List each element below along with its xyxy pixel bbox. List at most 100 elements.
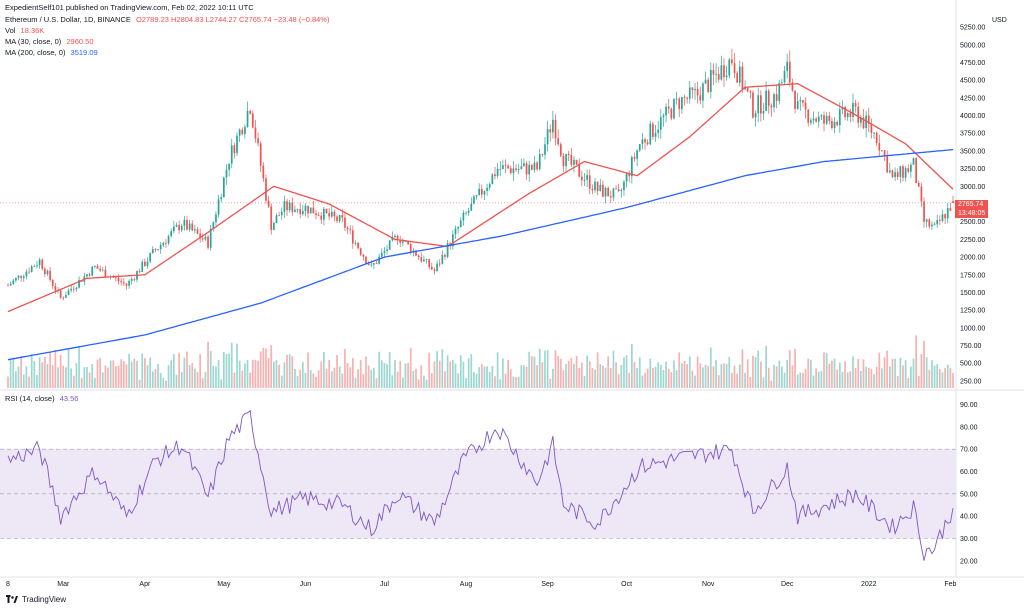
- volume-bar: [636, 368, 638, 388]
- volume-bar: [351, 358, 354, 388]
- candle-body: [317, 215, 320, 216]
- candle-body: [591, 188, 594, 191]
- volume-bar: [96, 359, 99, 388]
- published-line: ExpedientSelf101 published on TradingVie…: [5, 3, 257, 13]
- volume-bar: [552, 368, 554, 388]
- volume-bar: [122, 361, 125, 388]
- candle-body: [330, 211, 333, 217]
- price-tick-label: 1250.00: [960, 308, 985, 315]
- volume-bar: [373, 367, 375, 388]
- candle-body: [762, 111, 765, 114]
- candle-body: [151, 249, 154, 254]
- volume-bar: [896, 376, 899, 388]
- candle-body: [49, 270, 51, 280]
- volume-bar: [720, 364, 723, 388]
- volume-bar: [749, 377, 752, 388]
- candle-body: [154, 249, 157, 251]
- candle-body: [628, 173, 631, 177]
- volume-bar: [852, 356, 854, 388]
- candle-body: [220, 197, 223, 200]
- candle-body: [265, 178, 267, 201]
- ma200-line[interactable]: MA (200, close, 0) 3519.09: [5, 48, 101, 58]
- candle-body: [215, 214, 217, 223]
- volume-bar: [628, 372, 631, 388]
- volume-bar: [299, 369, 302, 388]
- rsi-line: [7, 409, 954, 561]
- volume-bar: [399, 360, 402, 388]
- candle-body: [438, 263, 441, 265]
- volume-bar: [557, 355, 560, 388]
- volume-bar: [43, 356, 46, 388]
- volume-bar: [910, 366, 912, 388]
- candle-body: [928, 219, 931, 227]
- volume-bar: [499, 379, 502, 388]
- candle-body: [309, 207, 312, 214]
- volume-bar: [833, 358, 836, 388]
- ma30-line[interactable]: MA (30, close, 0) 2960.50: [5, 37, 97, 47]
- volume-bar: [812, 375, 815, 388]
- price-tick-label: 5000.00: [960, 42, 985, 49]
- candle-body: [770, 105, 773, 108]
- volume-bar: [307, 352, 309, 388]
- candle-body: [212, 222, 215, 229]
- volume-bar: [283, 362, 286, 388]
- candle-body: [578, 164, 581, 177]
- candle-body: [125, 283, 128, 286]
- volume-bar: [757, 350, 760, 388]
- candle-body: [659, 117, 662, 130]
- rsi-line[interactable]: RSI (14, close) 43.56: [5, 394, 81, 404]
- volume-bar: [54, 349, 57, 388]
- volume-bar: [815, 368, 817, 388]
- volume-bar: [899, 357, 902, 388]
- candle-body: [638, 144, 641, 151]
- candle-body: [167, 236, 170, 244]
- volume-bar: [317, 370, 320, 388]
- volume-bar: [273, 361, 275, 388]
- volume-bar: [462, 361, 465, 388]
- candle-body: [159, 245, 162, 250]
- candle-body: [507, 165, 509, 169]
- candle-body: [752, 92, 754, 118]
- candle-body: [420, 257, 423, 262]
- volume-bar: [725, 363, 728, 388]
- volume-bar: [165, 380, 167, 388]
- candle-body: [857, 106, 860, 123]
- volume-bar: [144, 357, 146, 388]
- candle-body: [915, 158, 918, 184]
- candle-body: [101, 269, 104, 271]
- volume-bar: [233, 372, 236, 388]
- candle-body: [720, 65, 723, 80]
- volume-bar: [849, 371, 852, 388]
- volume-bar: [304, 372, 307, 388]
- candle-body: [133, 278, 136, 280]
- candle-body: [509, 168, 512, 174]
- candle-body: [228, 163, 230, 170]
- vol-line[interactable]: Vol 18.36K: [5, 26, 47, 36]
- price-tick-label: 3000.00: [960, 184, 985, 191]
- candle-body: [559, 144, 562, 156]
- volume-bar: [238, 360, 241, 388]
- volume-bar: [386, 364, 388, 388]
- volume-bar: [278, 364, 280, 388]
- candle-body: [533, 162, 536, 170]
- volume-bar: [586, 355, 588, 388]
- candle-body: [270, 206, 273, 231]
- candle-body: [28, 271, 30, 273]
- volume-bar: [862, 359, 865, 388]
- volume-bar: [78, 347, 80, 388]
- volume-bar: [38, 357, 41, 388]
- footer[interactable]: TradingView: [6, 595, 66, 604]
- candle-body: [94, 265, 96, 267]
- time-tick-label: May: [217, 581, 231, 588]
- volume-bar: [338, 366, 341, 388]
- candle-body: [486, 187, 488, 191]
- volume-bar: [320, 361, 323, 388]
- candle-body: [452, 234, 454, 247]
- volume-bar: [775, 366, 778, 388]
- candle-body: [691, 87, 694, 91]
- candle-body: [596, 181, 599, 192]
- candle-body: [781, 82, 783, 84]
- volume-bar: [941, 372, 944, 388]
- candle-body: [623, 181, 625, 191]
